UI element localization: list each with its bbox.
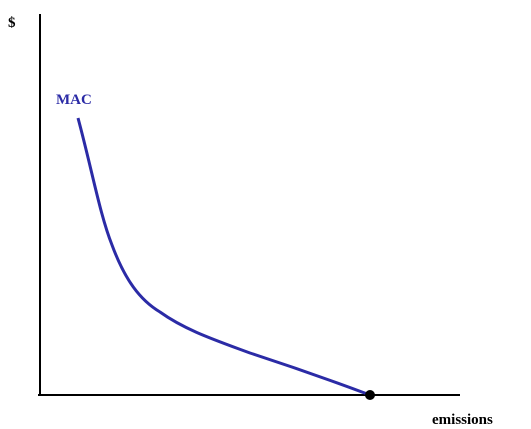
mac-curve <box>76 117 371 397</box>
endpoint <box>365 390 375 400</box>
curve-label: MAC <box>56 92 92 108</box>
x-axis-label: emissions <box>432 412 493 428</box>
y-axis-label: $ <box>8 15 16 31</box>
